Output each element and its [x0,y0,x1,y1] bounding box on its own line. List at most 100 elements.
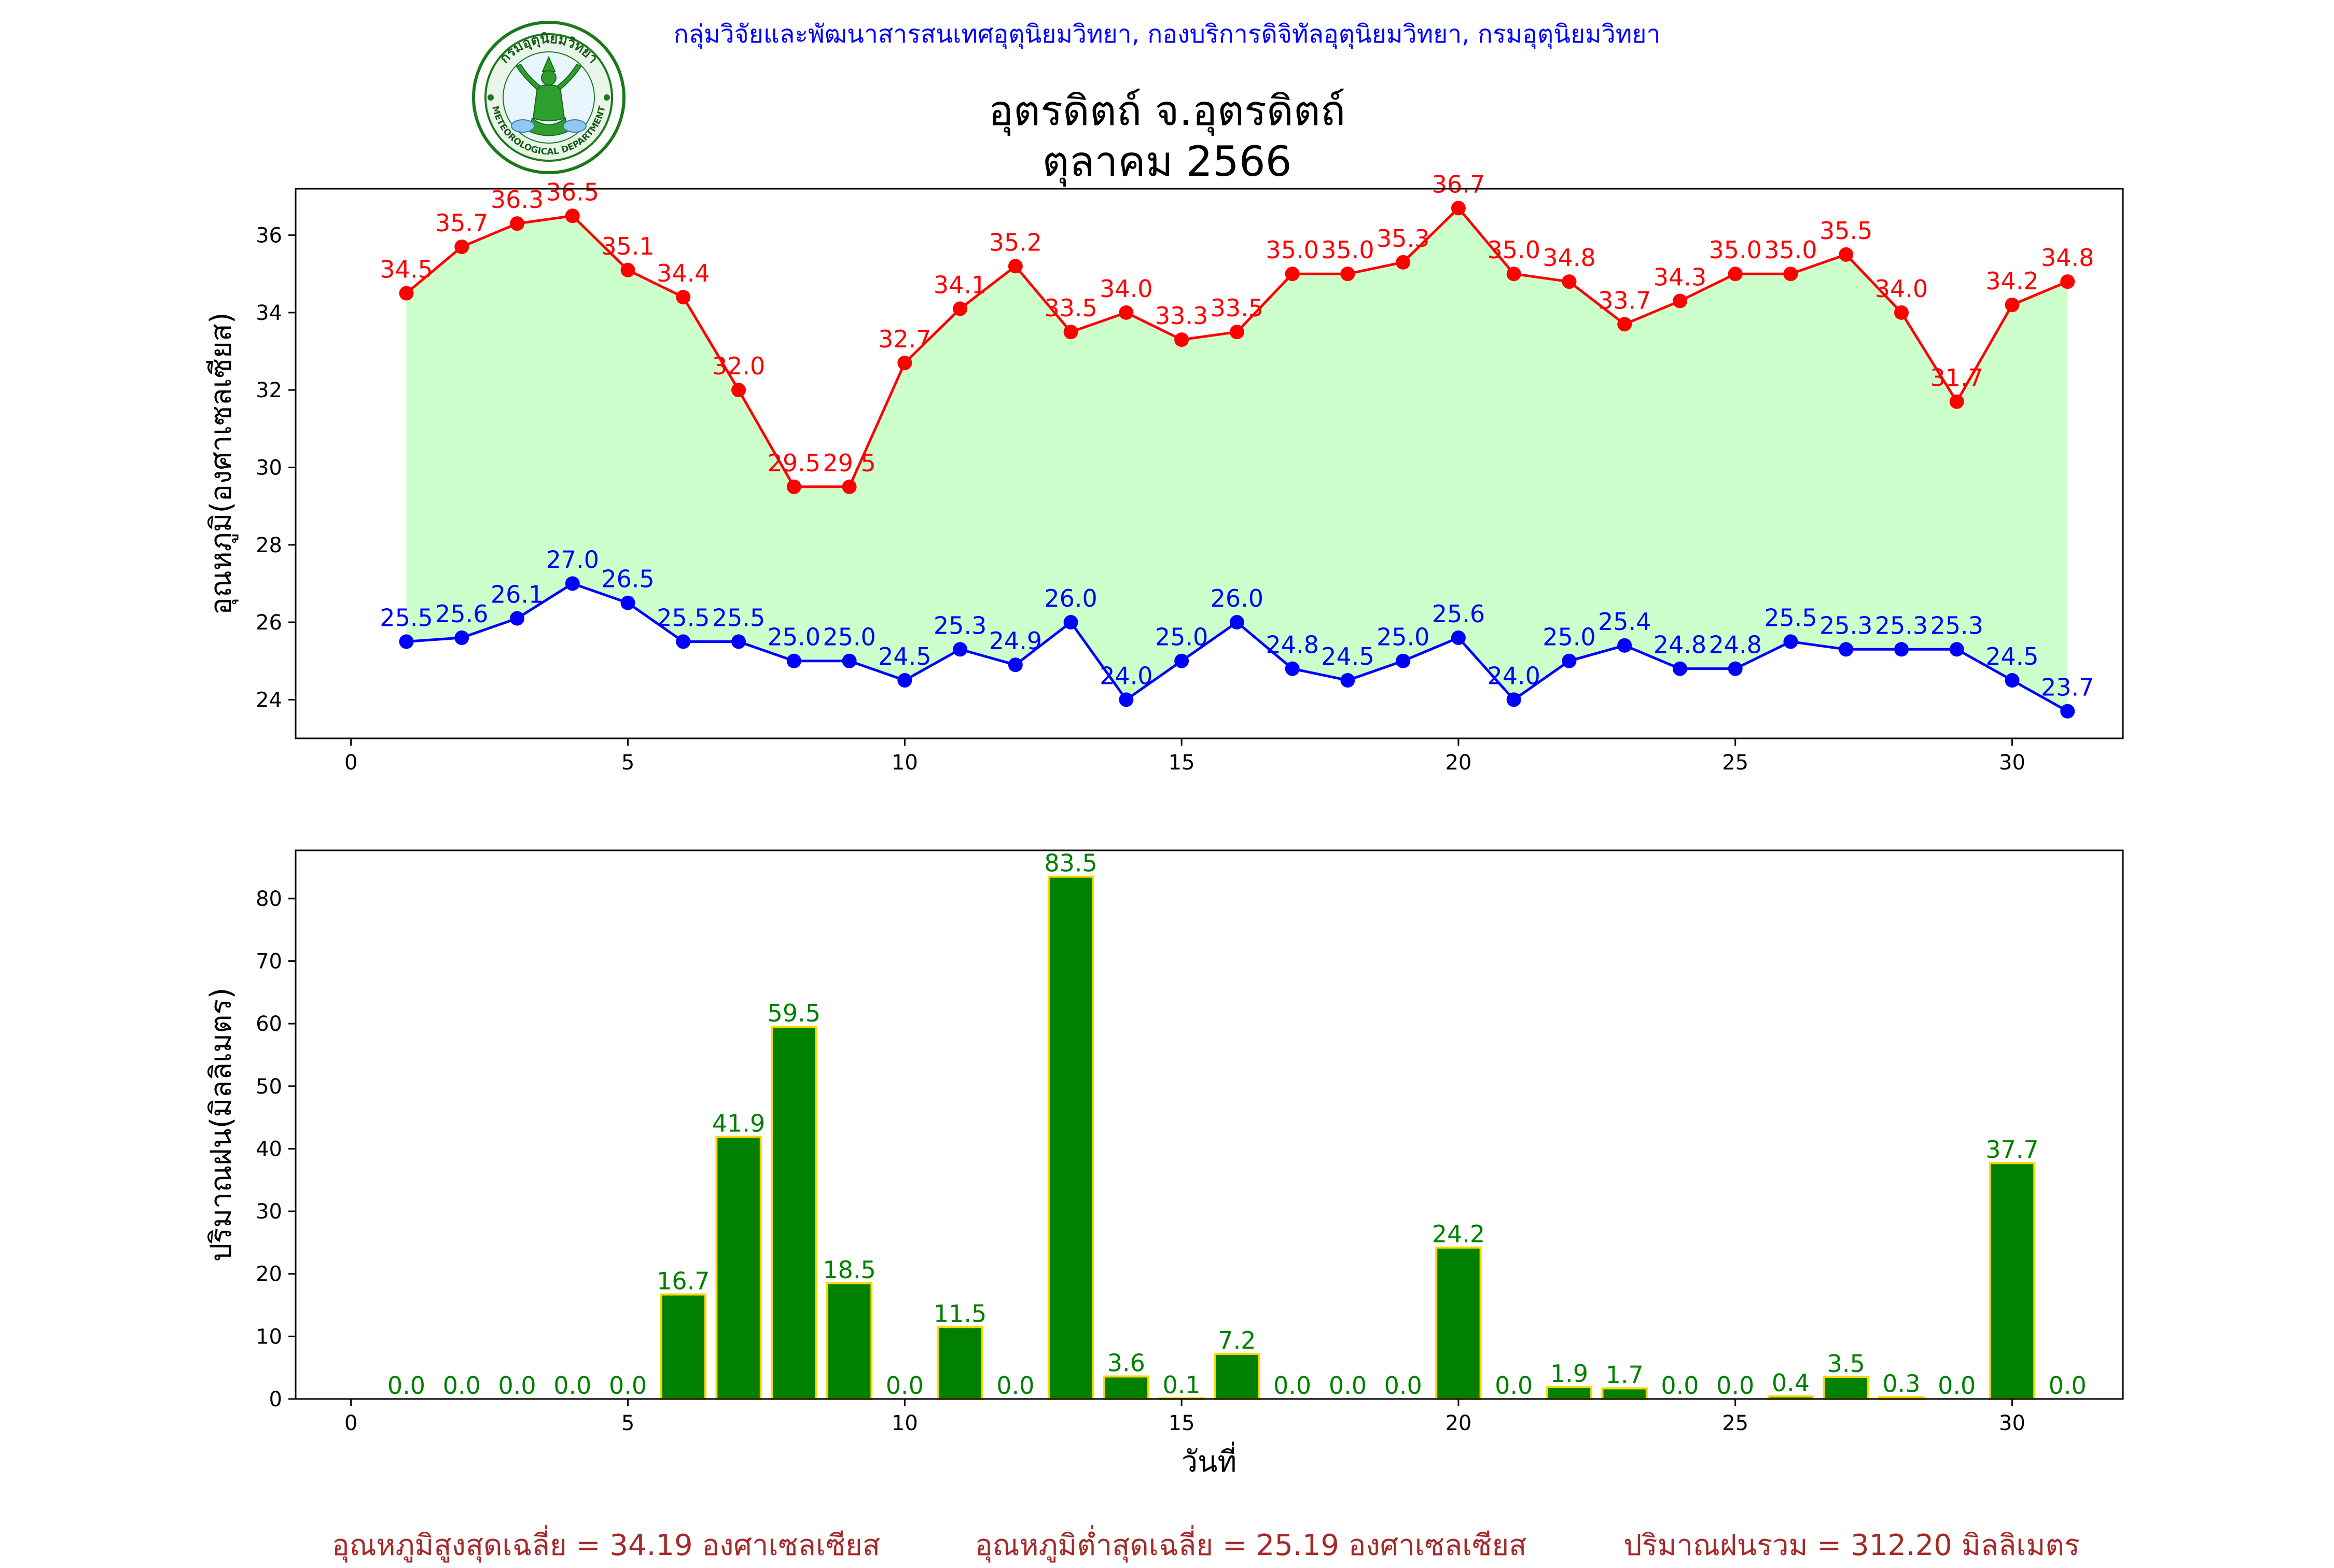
max-temperature-point [1839,247,1854,262]
temperature-plot-frame [295,188,2124,739]
max-temperature-point [454,239,469,254]
rainfall-bar [1103,1375,1150,1400]
min-temperature-label: 25.0 [1377,623,1429,651]
min-temperature-label: 25.0 [1543,623,1595,651]
rainfall-value-label: 37.7 [1985,1136,2038,1164]
max-temperature-point [1617,317,1632,332]
min-temperature-label: 26.1 [491,581,544,609]
temperature-y-tick-label: 36 [256,224,282,248]
rainfall-bar [1989,1162,2036,1400]
max-temperature-point [1229,325,1244,340]
min-temperature-label: 25.3 [1819,611,1872,639]
max-temperature-point [1894,305,1909,320]
max-temperature-point [1340,267,1355,282]
temperature-y-tick-label: 30 [256,456,282,480]
min-temperature-point [2005,673,2020,688]
rainfall-x-axis-label: วันที่ [1182,1441,1237,1479]
max-temperature-point [2005,297,2020,312]
rainfall-x-tick-label: 30 [1999,1411,2025,1435]
min-temperature-point [731,634,746,649]
rainfall-value-label: 1.7 [1606,1361,1644,1389]
min-temperature-label: 25.6 [435,600,488,628]
min-temperature-point [1285,661,1300,676]
min-temperature-label: 25.0 [1155,623,1208,651]
max-temperature-point [510,216,525,231]
max-temperature-label: 35.1 [601,232,654,260]
rainfall-bars [660,875,2036,1401]
max-temperature-point [1174,332,1189,347]
min-temperature-point [1617,638,1632,653]
rainfall-bar [937,1326,983,1400]
temperature-x-tick-label: 20 [1445,751,1471,775]
min-temperature-label: 25.5 [657,604,710,632]
rainfall-y-tick-label: 80 [256,887,282,911]
min-temperature-label: 26.5 [601,565,654,593]
max-temperature-label: 34.3 [1654,263,1706,291]
rainfall-value-label: 0.0 [1329,1371,1367,1399]
max-temperature-point [897,355,912,370]
max-temperature-point [2060,274,2075,289]
min-temperature-point [1672,661,1687,676]
max-temperature-label: 34.8 [1543,244,1595,272]
min-temperature-label: 24.9 [989,627,1042,655]
rainfall-value-label: 0.0 [553,1371,591,1399]
min-temperature-point [1783,634,1798,649]
total-rainfall: ปริมาณฝนรวม = 312.20 มิลลิเมตร [1623,1529,2080,1562]
min-temperature-label: 24.5 [1321,642,1374,670]
max-temperature-label: 35.5 [1819,217,1872,245]
rainfall-value-label: 59.5 [768,999,821,1027]
temperature-x-tick-label: 0 [344,751,357,775]
rainfall-y-tick-label: 50 [256,1075,282,1099]
min-temperature-label: 24.5 [1985,642,2038,670]
rainfall-x-tick-label: 10 [892,1411,918,1435]
max-temperature-label: 33.3 [1155,302,1208,330]
min-temperature-point [676,634,691,649]
max-temperature-point [1063,325,1078,340]
max-temperature-point [1396,255,1411,270]
rainfall-x-tick-label: 0 [344,1411,357,1435]
rainfall-value-label: 0.0 [886,1371,924,1399]
min-temperature-point [1506,692,1521,707]
min-temperature-label: 24.0 [1487,662,1540,690]
min-temperature-point [510,611,525,626]
max-temperature-label: 35.2 [989,228,1042,256]
temperature-y-tick-label: 32 [256,379,282,402]
max-temperature-point [953,301,968,316]
max-temperature-label: 35.0 [1321,236,1374,264]
min-temperature-point [1340,673,1355,688]
max-temperature-label: 29.5 [768,449,821,477]
max-temperature-label: 35.0 [1764,236,1817,264]
min-temperature-point [399,634,414,649]
max-temperature-label: 34.0 [1875,275,1928,303]
min-temperature-point [1008,657,1023,673]
max-temperature-point [1728,267,1743,282]
max-temperature-point [676,290,691,305]
min-temperature-label: 24.8 [1654,631,1706,659]
temperature-x-tick-label: 10 [892,751,918,775]
min-temperature-point [1451,630,1466,645]
min-temperature-point [1396,653,1411,668]
average-min-temperature: อุณหภูมิต่ำสุดเฉลี่ย = 25.19 องศาเซลเซีย… [975,1529,1527,1562]
header-credit: กลุ่มวิจัยและพัฒนาสารสนเทศอุตุนิยมวิทยา,… [673,20,1661,49]
temperature-y-tick-label: 34 [256,301,282,325]
rainfall-y-tick-label: 0 [269,1388,282,1411]
min-temperature-point [897,673,912,688]
rainfall-y-tick-label: 10 [256,1325,282,1349]
rainfall-value-label: 0.1 [1163,1371,1201,1399]
min-temperature-point [1894,642,1909,657]
max-temperature-point [1783,267,1798,282]
max-temperature-label: 35.0 [1266,236,1318,264]
max-temperature-point [842,479,857,494]
rainfall-y-axis-label: ปริมาณฝน(มิลลิเมตร) [204,988,238,1262]
rainfall-bar [715,1136,762,1400]
max-temperature-label: 33.7 [1598,286,1651,314]
min-temperature-point [842,653,857,668]
rainfall-bar [1214,1353,1260,1400]
rainfall-x-tick-label: 20 [1445,1411,1471,1435]
rainfall-value-label: 0.0 [1273,1371,1311,1399]
min-temperature-point [2060,704,2075,719]
rainfall-value-label: 3.6 [1107,1349,1145,1377]
min-temperature-point [1562,653,1577,668]
